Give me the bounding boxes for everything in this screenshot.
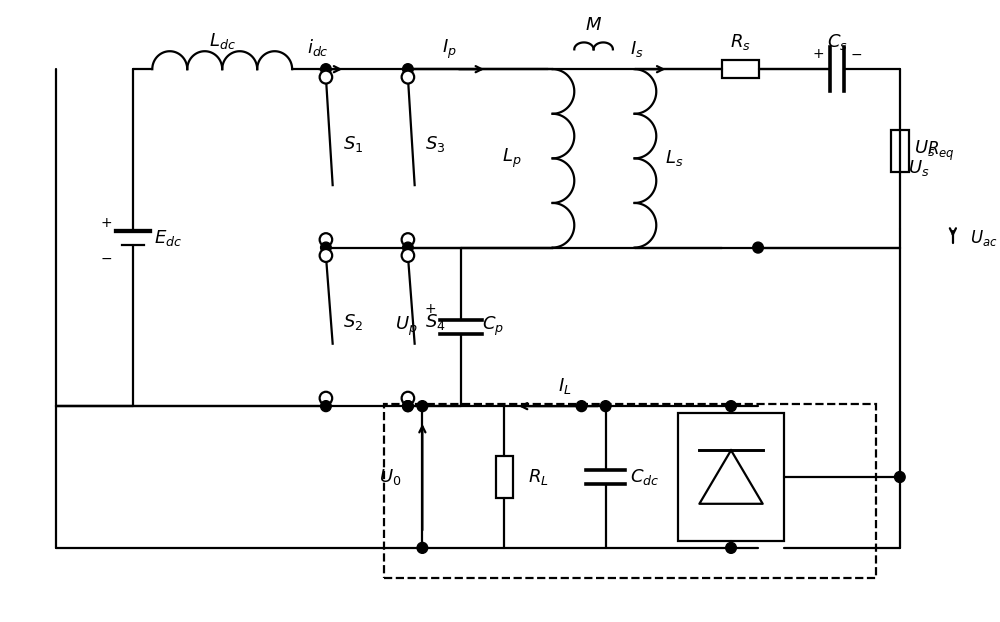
Text: $-$: $-$ — [100, 251, 112, 264]
Circle shape — [320, 249, 332, 262]
Circle shape — [403, 401, 413, 412]
Circle shape — [417, 542, 428, 554]
Circle shape — [753, 242, 763, 253]
Text: $I_s$: $I_s$ — [630, 39, 643, 59]
Circle shape — [403, 401, 413, 412]
Circle shape — [320, 233, 332, 246]
Circle shape — [321, 242, 331, 253]
Text: $U_s$: $U_s$ — [914, 139, 936, 159]
Text: $I_p$: $I_p$ — [442, 38, 456, 61]
Circle shape — [320, 71, 332, 83]
Bar — [496, 456, 513, 498]
Text: $+$: $+$ — [424, 302, 436, 316]
Circle shape — [726, 401, 736, 412]
Text: $S_2$: $S_2$ — [343, 312, 363, 332]
Text: $+$: $+$ — [812, 47, 824, 62]
Text: $M$: $M$ — [585, 16, 602, 34]
Circle shape — [321, 401, 331, 412]
Circle shape — [403, 63, 413, 75]
Bar — [891, 130, 909, 172]
Circle shape — [320, 392, 332, 405]
Circle shape — [402, 71, 414, 83]
Bar — [722, 60, 759, 78]
Circle shape — [600, 401, 611, 412]
Bar — [678, 413, 784, 541]
Text: $U_s$: $U_s$ — [908, 158, 929, 179]
Text: $R_{eq}$: $R_{eq}$ — [927, 139, 954, 162]
Text: $C_p$: $C_p$ — [482, 315, 504, 338]
Text: $E_{dc}$: $E_{dc}$ — [154, 228, 182, 248]
Text: $I_L$: $I_L$ — [558, 376, 571, 396]
Text: $U_{ac}$: $U_{ac}$ — [970, 228, 998, 248]
Text: $S_1$: $S_1$ — [343, 134, 364, 154]
Circle shape — [576, 401, 587, 412]
Text: $L_s$: $L_s$ — [665, 149, 684, 169]
Text: $S_4$: $S_4$ — [425, 312, 446, 332]
Bar — [384, 404, 876, 578]
Text: $R_L$: $R_L$ — [528, 467, 549, 487]
Text: $L_{dc}$: $L_{dc}$ — [209, 32, 236, 52]
Circle shape — [321, 63, 331, 75]
Text: $+$: $+$ — [100, 216, 112, 230]
Text: $L_p$: $L_p$ — [502, 147, 522, 170]
Text: $S_3$: $S_3$ — [425, 134, 446, 154]
Circle shape — [402, 233, 414, 246]
Text: $U_0$: $U_0$ — [379, 467, 401, 487]
Text: $-$: $-$ — [850, 47, 863, 62]
Text: $C_{dc}$: $C_{dc}$ — [630, 467, 659, 487]
Circle shape — [403, 242, 413, 253]
Text: $R_s$: $R_s$ — [730, 32, 751, 52]
Circle shape — [726, 542, 736, 554]
Circle shape — [895, 471, 905, 483]
Text: $U_p$: $U_p$ — [395, 315, 418, 338]
Circle shape — [402, 249, 414, 262]
Text: $i_{dc}$: $i_{dc}$ — [307, 37, 328, 58]
Circle shape — [417, 401, 428, 412]
Text: $C_s$: $C_s$ — [827, 32, 848, 52]
Circle shape — [402, 392, 414, 405]
